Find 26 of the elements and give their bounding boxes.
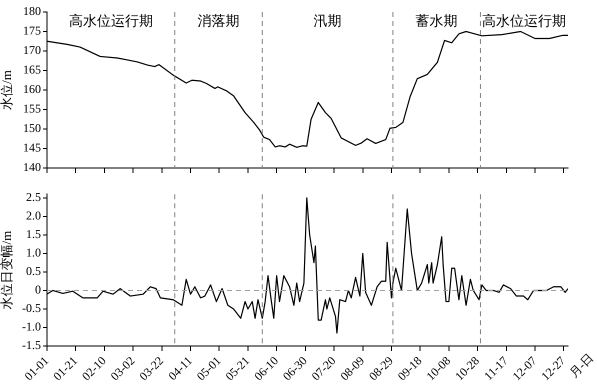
y-tick-label: 1.0 xyxy=(26,246,41,260)
annotation: 蓄水期 xyxy=(416,14,458,30)
y-tick-label: 170 xyxy=(23,43,41,58)
y-tick-label: 155 xyxy=(23,102,41,116)
y-tick-label: 140 xyxy=(23,160,41,174)
y-tick-label: -1.5 xyxy=(22,338,41,352)
y-tick-label: 180 xyxy=(23,4,41,18)
y-tick-label: -0.5 xyxy=(22,301,41,316)
y-tick-label: 160 xyxy=(23,82,41,96)
y-tick-label: -1.0 xyxy=(22,320,41,334)
y-tick-label: 175 xyxy=(23,24,41,38)
y-tick-label: 1.5 xyxy=(26,227,41,242)
x-axis-title: 月-日 xyxy=(566,350,596,380)
y-axis-title: 水位日变幅/m xyxy=(0,230,14,310)
annotation: 高水位运行期 xyxy=(482,14,566,30)
y-tick-label: 0 xyxy=(35,282,41,297)
y-tick-label: 165 xyxy=(23,62,41,77)
annotation: 消落期 xyxy=(198,14,240,30)
y-tick-label: 2.5 xyxy=(26,190,41,204)
annotation: 汛期 xyxy=(314,14,342,30)
y-axis-title: 水位/m xyxy=(0,70,14,110)
y-tick-label: 145 xyxy=(23,140,41,155)
y-tick-label: 0.5 xyxy=(26,264,41,278)
annotation: 高水位运行期 xyxy=(68,14,153,30)
y-tick-label: 150 xyxy=(23,121,41,136)
y-tick-label: 2.0 xyxy=(26,208,41,223)
